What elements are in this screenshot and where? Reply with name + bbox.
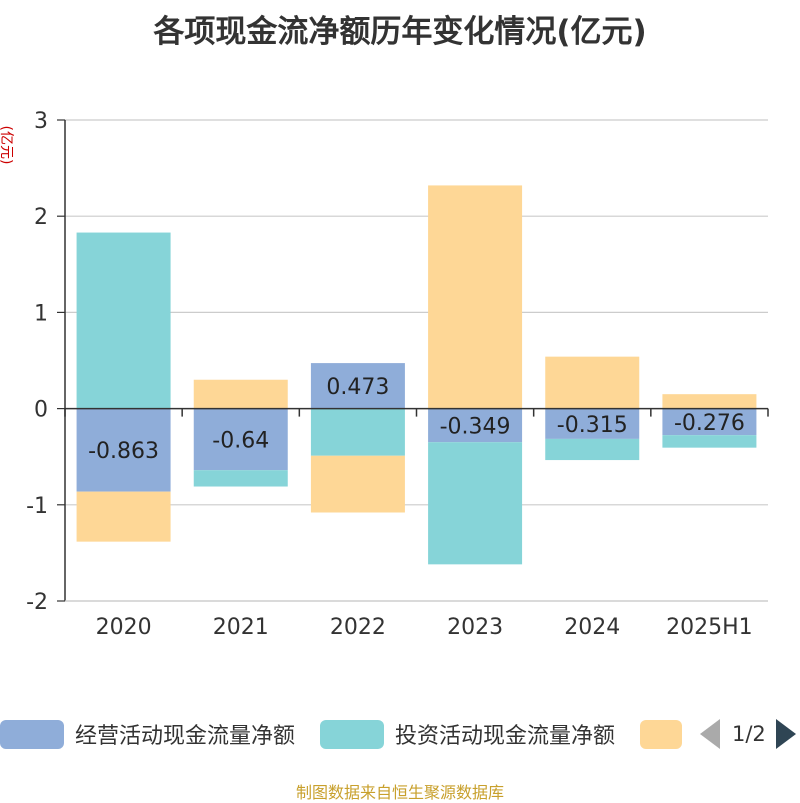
triangle-right-icon[interactable] [775, 719, 796, 749]
triangle-left-icon[interactable] [700, 719, 720, 749]
y-tick-label: 3 [34, 109, 48, 134]
x-tick-label: 2023 [447, 615, 503, 640]
chart-area: -2 -1 0 1 2 3 (亿元) 2020 2021 2022 2023 2024 2025H1 -… [0, 109, 769, 640]
data-label-operating-2020: -0.863 [88, 439, 159, 464]
data-label-operating-2022: 0.473 [326, 375, 389, 400]
bar-operating-2024[interactable] [545, 408, 640, 439]
y-tick-label: 2 [34, 205, 48, 230]
bars-layer [76, 185, 757, 565]
x-tick-label: 2021 [213, 615, 269, 640]
bar-operating-2023[interactable] [428, 408, 523, 443]
x-tick-label: 2024 [564, 615, 620, 640]
legend-label-operating: 经营活动现金流量净额 [75, 724, 296, 749]
data-label-operating-2021: -0.64 [212, 428, 269, 453]
bar-operating-2020[interactable] [76, 408, 171, 492]
bar-investing-2025H1[interactable] [662, 435, 757, 448]
bar-investing-2020[interactable] [76, 232, 171, 409]
bar-operating-2022[interactable] [310, 363, 405, 409]
legend-item-financing[interactable] [640, 714, 682, 754]
bar-investing-2024[interactable] [545, 438, 640, 461]
legend-swatch-operating [0, 719, 64, 749]
axis-layer: -2 -1 0 1 2 3 (亿元) 2020 2021 2022 2023 2024 2025H1 [0, 109, 769, 640]
bar-financing-2023[interactable] [428, 185, 523, 409]
legend-pager: 1/2 [700, 714, 796, 754]
legend-swatch-investing [320, 719, 384, 749]
bar-financing-2025H1[interactable] [662, 394, 757, 409]
data-label-operating-2025H1: -0.276 [674, 411, 745, 436]
bar-investing-2021[interactable] [193, 470, 288, 487]
data-label-operating-2023: -0.349 [440, 414, 511, 439]
y-axis-unit-label: (亿元) [0, 126, 14, 165]
data-label-operating-2024: -0.315 [557, 413, 628, 438]
y-tick-label: -1 [26, 494, 48, 519]
y-tick-label: 1 [34, 301, 48, 326]
legend: 经营活动现金流量净额 投资活动现金流量净额 1/2 [0, 714, 800, 754]
x-tick-label: 2025H1 [666, 615, 753, 640]
bar-financing-2022[interactable] [310, 455, 405, 513]
legend-label-investing: 投资活动现金流量净额 [395, 724, 616, 749]
bar-financing-2020[interactable] [76, 491, 171, 542]
y-tick-label: -2 [26, 590, 48, 615]
chart-title: 各项现金流净额历年变化情况(亿元) [153, 14, 647, 50]
x-tick-label: 2022 [330, 615, 386, 640]
label-layer: -0.863 -0.64 0.473 -0.349 -0.315 -0.276 [88, 375, 745, 464]
bar-investing-2023[interactable] [428, 442, 523, 565]
bar-financing-2021[interactable] [193, 379, 288, 409]
legend-page-indicator: 1/2 [732, 722, 766, 746]
legend-item-investing[interactable]: 投资活动现金流量净额 [320, 714, 615, 754]
bar-investing-2022[interactable] [310, 408, 405, 456]
legend-swatch-financing [640, 719, 682, 749]
x-tick-label: 2020 [96, 615, 152, 640]
y-tick-label: 0 [34, 398, 48, 423]
bar-financing-2024[interactable] [545, 356, 640, 409]
legend-item-operating[interactable]: 经营活动现金流量净额 [0, 714, 295, 754]
bar-operating-2025H1[interactable] [662, 408, 757, 436]
bar-operating-2021[interactable] [193, 408, 288, 471]
source-note: 制图数据来自恒生聚源数据库 [295, 783, 504, 802]
